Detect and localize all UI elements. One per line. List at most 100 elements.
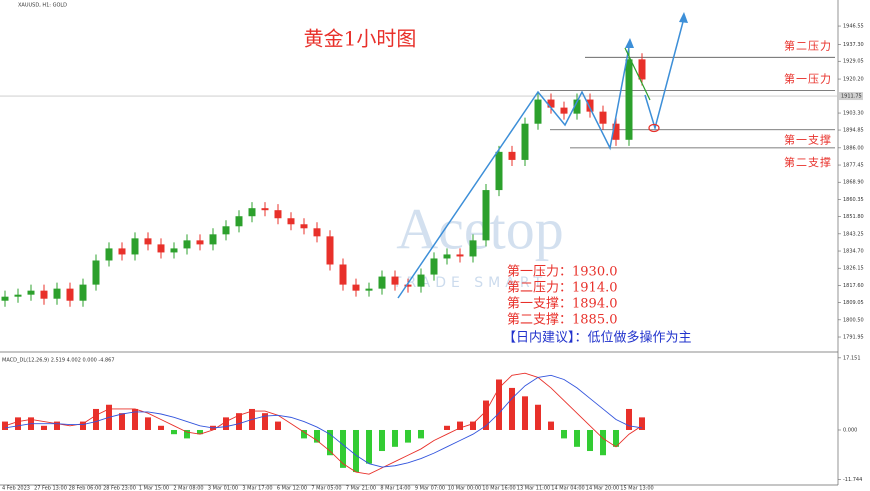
y-tick-label: 1894.85 [843, 128, 864, 134]
x-tick-label: 7 Mar 05:00 [311, 486, 341, 491]
candle-body [443, 254, 451, 259]
x-tick-label: 8 Mar 14:00 [380, 486, 410, 491]
x-tick-label: 27 Feb 13:00 [34, 486, 67, 491]
candle-body [118, 248, 126, 255]
candle-body [573, 99, 581, 114]
level-label: 第一支撑 [784, 133, 832, 147]
macd-bar [509, 387, 515, 430]
candle-body [560, 107, 568, 114]
candle-body [300, 224, 308, 229]
candle-body [274, 210, 282, 219]
x-tick-label: 2 Mar 08:00 [173, 486, 203, 491]
y-tick-label: 1791.95 [843, 335, 864, 341]
candle-body [14, 294, 22, 297]
y-tick-label: 1886.00 [843, 145, 864, 151]
macd-bar [600, 429, 606, 456]
candle-body [105, 248, 113, 261]
macd-bar [444, 425, 450, 430]
candle-body [79, 284, 87, 301]
x-tick-label: 28 Feb 06:00 [69, 486, 102, 491]
candle-body [157, 244, 165, 253]
arrow-head [625, 38, 634, 48]
macd-bar [132, 408, 138, 430]
macd-bar [613, 429, 619, 447]
y-tick-label: 1903.30 [843, 111, 864, 117]
level-label: 第二支撑 [784, 155, 832, 169]
macd-bar [379, 429, 385, 452]
macd-bar [548, 421, 554, 430]
macd-bar [405, 429, 411, 443]
macd-bar [158, 425, 164, 430]
macd-label: MACD_DL(12,26,9) 2.519 4.002 0.000 -4.86… [2, 358, 115, 364]
macd-bar [418, 429, 424, 439]
macd-bar [457, 421, 463, 430]
macd-bar [314, 429, 320, 443]
macd-bar [145, 417, 151, 430]
macd-bar [15, 417, 21, 430]
macd-bar [353, 429, 359, 473]
y-tick-label: 1826.15 [843, 266, 864, 272]
candle-body [495, 151, 503, 191]
x-tick-label: 28 Feb 23:00 [103, 486, 136, 491]
y-tick-label: 1946.55 [843, 24, 864, 30]
candle-body [209, 234, 217, 245]
x-tick-label: 14 Mar 04:00 [551, 486, 584, 491]
y-tick-label: 1860.35 [843, 197, 864, 203]
advice: 【日内建议】：低位做多操作为主 [503, 330, 692, 346]
candle-body [170, 248, 178, 253]
macd-bar [184, 429, 190, 439]
macd-bar [626, 408, 632, 430]
candle-body [391, 276, 399, 285]
macd-bar [54, 421, 60, 430]
candle-body [40, 290, 48, 299]
candle-body [456, 254, 464, 257]
y-tick-label: 1817.60 [843, 283, 864, 289]
x-tick-label: 9 Mar 07:00 [415, 486, 445, 491]
note: 第一压力：1930.0 [507, 265, 618, 280]
candle-body [131, 238, 139, 255]
candle-body [417, 274, 425, 287]
x-tick-label: 6 Mar 12:00 [277, 486, 307, 491]
x-tick-label: 15 Mar 13:00 [620, 486, 653, 491]
candle-body [365, 288, 373, 291]
macd-y-tick-label: 17.151 [843, 355, 861, 361]
macd-bar [41, 425, 47, 430]
macd-bar [587, 429, 593, 452]
macd-bar [223, 417, 229, 430]
macd-line [4, 372, 643, 475]
y-tick-label: 1877.45 [843, 163, 864, 169]
y-tick-label: 1851.80 [843, 214, 864, 220]
macd-bar [327, 429, 333, 456]
y-tick-label: 1843.25 [843, 231, 864, 237]
macd-bar [236, 413, 242, 430]
candle-body [430, 258, 438, 275]
candle-body [235, 216, 243, 227]
candle-body [547, 99, 555, 108]
candle-body [586, 99, 594, 112]
macd-bar [197, 429, 203, 435]
macd-bar [392, 429, 398, 447]
candle-body [612, 123, 620, 140]
target-circle [648, 123, 660, 133]
candle-body [92, 260, 100, 285]
macd-bar [301, 429, 307, 439]
macd-bar [262, 413, 268, 430]
y-tick-label: 1929.05 [843, 59, 864, 65]
macd-bar [496, 379, 502, 430]
candle-body [508, 151, 516, 160]
macd-y-tick-label: -11.744 [843, 477, 862, 483]
macd-bar [119, 413, 125, 430]
candle-body [66, 288, 74, 301]
macd-bar [639, 417, 645, 430]
candle-body [27, 290, 35, 295]
candle-body [339, 264, 347, 285]
arrow-head [679, 12, 688, 23]
note: 第一支撑：1894.0 [507, 297, 618, 312]
y-tick-label: 1920.20 [843, 77, 864, 83]
y-tick-label: 1809.05 [843, 300, 864, 306]
macd-bar [483, 400, 489, 430]
y-tick-label: 1800.50 [843, 317, 864, 323]
y-tick-label: 1834.70 [843, 249, 864, 255]
candle-body [326, 236, 334, 265]
macd-bar [522, 396, 528, 430]
